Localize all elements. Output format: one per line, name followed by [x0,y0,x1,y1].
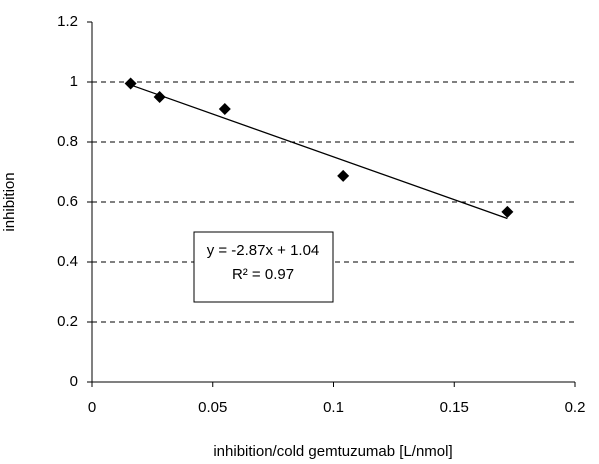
y-axis-label: inhibition [1,172,18,231]
point [153,91,166,103]
point [218,103,231,115]
y-tick-label: 0 [70,373,78,390]
annotation-box [193,231,334,303]
x-tick-label: 0.1 [323,399,344,416]
x-axis-label: inhibition/cold gemtuzumab [L/nmol] [213,443,452,460]
point [124,77,137,90]
x-tick-label: 0.2 [565,399,586,416]
point [501,205,514,218]
trendline [130,84,508,220]
x-tick-label: 0.05 [198,399,227,416]
x-tick-label: 0 [88,399,96,416]
y-tick-label: 0.2 [57,313,78,330]
x-tick-label: 0.15 [440,399,469,416]
annotation: R² = 0.97 [232,266,294,283]
y-tick-label: 0.6 [57,193,78,210]
annotation: y = -2.87x + 1.04 [207,242,320,259]
y-tick-label: 1.2 [57,13,78,30]
y-tick-label: 1 [70,73,78,90]
y-tick-label: 0.4 [57,253,78,270]
y-tick-label: 0.8 [57,133,78,150]
point [337,169,350,182]
